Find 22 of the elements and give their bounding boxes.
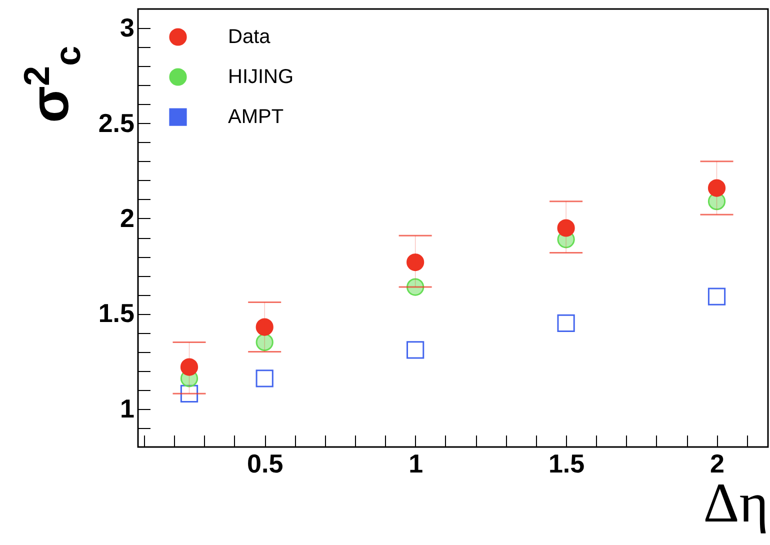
legend-label: Data xyxy=(228,26,272,48)
point xyxy=(406,341,424,359)
point xyxy=(256,370,274,388)
point xyxy=(557,219,575,237)
point xyxy=(256,333,274,352)
x-tick-label: 1.5 xyxy=(548,448,585,478)
point xyxy=(708,288,726,306)
x-tick-label: 1 xyxy=(408,448,424,478)
y-tick-label: 1 xyxy=(120,393,134,424)
y-tick-label: 3 xyxy=(120,12,134,43)
point xyxy=(256,318,274,336)
point xyxy=(180,358,198,376)
point xyxy=(708,179,726,197)
point xyxy=(180,384,198,402)
legend-label: AMPT xyxy=(228,106,284,128)
y-tick-label: 2 xyxy=(120,202,134,233)
x-tick-label: 0.5 xyxy=(247,448,284,478)
point xyxy=(557,314,575,332)
point xyxy=(406,253,424,272)
y-tick-label: 1.5 xyxy=(98,298,134,328)
y-tick-label: 2.5 xyxy=(98,108,134,138)
legend-label: HIJING xyxy=(228,66,294,88)
